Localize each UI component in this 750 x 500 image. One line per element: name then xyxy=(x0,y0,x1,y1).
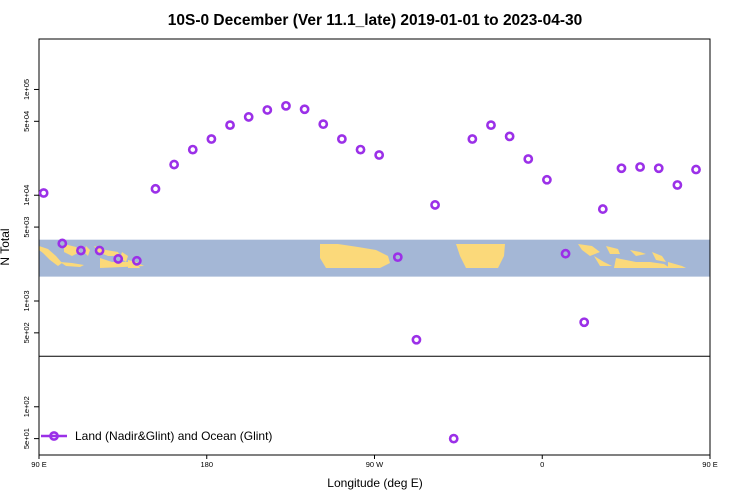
data-point xyxy=(411,334,422,345)
world-map-band xyxy=(39,239,710,277)
x-tick-label: 90 E xyxy=(702,460,717,469)
data-point xyxy=(76,245,86,256)
y-tick-label: 1e+02 xyxy=(22,396,31,417)
data-point xyxy=(504,131,515,142)
data-point xyxy=(597,204,608,214)
data-point xyxy=(336,134,347,144)
data-point xyxy=(299,104,310,115)
data-point xyxy=(560,248,571,259)
legend-marker xyxy=(49,431,59,441)
data-point xyxy=(635,162,646,172)
data-point xyxy=(38,188,49,198)
y-tick-label: 5e+02 xyxy=(22,322,31,343)
data-points xyxy=(38,100,701,444)
y-axis-label: N Total xyxy=(0,228,12,265)
data-point xyxy=(169,159,180,170)
data-point xyxy=(318,119,329,130)
data-point xyxy=(355,144,366,155)
data-point xyxy=(262,105,273,115)
data-point xyxy=(467,134,478,144)
x-tick-label: 180 xyxy=(200,460,213,469)
y-tick-label: 1e+05 xyxy=(22,79,31,100)
legend: Land (Nadir&Glint) and Ocean (Glint) xyxy=(41,429,272,443)
data-point xyxy=(392,252,403,263)
y-tick-label: 1e+04 xyxy=(22,185,31,206)
y-axis: 5e+01 1e+02 5e+02 1e+03 5e+03 1e+04 5e+04 1e+05 xyxy=(22,79,39,449)
data-point xyxy=(653,163,664,174)
data-point xyxy=(281,100,291,111)
data-point xyxy=(57,238,68,249)
data-point xyxy=(225,120,235,131)
y-tick-label: 5e+04 xyxy=(22,111,31,132)
y-tick-label: 5e+03 xyxy=(22,217,31,238)
x-tick-label: 90 E xyxy=(31,460,46,469)
x-axis-label: Longitude (deg E) xyxy=(327,476,422,490)
data-point xyxy=(243,112,254,122)
data-point xyxy=(206,134,217,144)
chart-title: 10S-0 December (Ver 11.1_late) 2019-01-0… xyxy=(168,12,582,29)
data-point xyxy=(523,154,534,164)
data-point xyxy=(150,183,161,194)
data-point xyxy=(672,180,683,190)
data-point xyxy=(579,317,590,328)
data-point xyxy=(542,174,552,185)
legend-label: Land (Nadir&Glint) and Ocean (Glint) xyxy=(75,429,272,443)
y-tick-label: 1e+03 xyxy=(22,290,31,311)
x-axis: 90 E 180 90 W 0 90 E xyxy=(31,455,718,469)
data-point xyxy=(113,254,124,264)
data-point xyxy=(187,144,198,155)
data-point xyxy=(616,163,627,174)
data-point xyxy=(374,150,385,160)
x-tick-label: 0 xyxy=(540,460,544,469)
data-point xyxy=(486,120,496,131)
land-masses xyxy=(39,244,686,268)
x-tick-label: 90 W xyxy=(366,460,384,469)
y-tick-label: 5e+01 xyxy=(22,428,31,449)
data-point xyxy=(691,164,701,175)
data-point xyxy=(448,433,459,444)
data-point xyxy=(131,255,142,266)
data-point xyxy=(430,200,440,210)
data-point xyxy=(94,245,105,256)
